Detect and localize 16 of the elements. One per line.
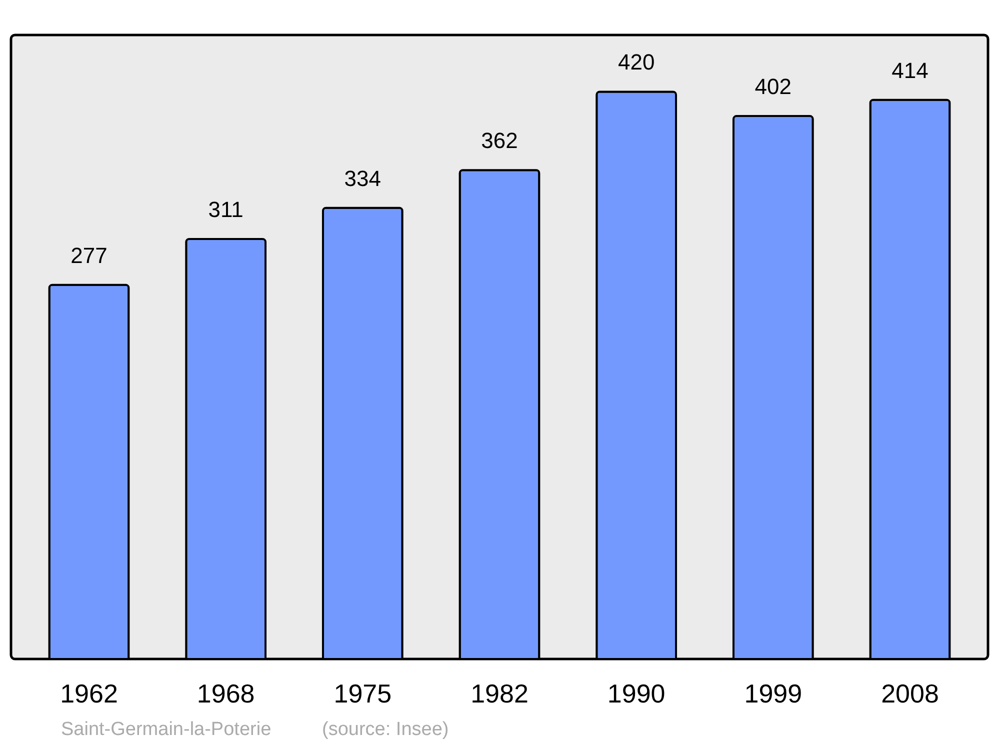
- text: Saint-Germain-la-Poterie: [61, 719, 272, 740]
- data-label: 334: [344, 166, 382, 191]
- data-label: 402: [754, 74, 792, 100]
- data-label: 277: [70, 242, 108, 268]
- data-label: 420: [618, 50, 655, 75]
- x-tick-label: 1975: [334, 678, 392, 708]
- data-label: 414: [892, 58, 928, 83]
- x-tick-label: 1968: [196, 678, 255, 708]
- data-label: 311: [208, 196, 244, 222]
- data-label: 362: [481, 128, 518, 154]
- x-tick-label: 1982: [470, 678, 528, 708]
- x-tick-label: 1990: [607, 678, 666, 708]
- x-tick-label: 1999: [744, 678, 802, 708]
- x-tick-label: 2008: [881, 678, 939, 708]
- text: (source: Insee): [322, 719, 449, 740]
- x-tick-label: 1962: [60, 678, 118, 708]
